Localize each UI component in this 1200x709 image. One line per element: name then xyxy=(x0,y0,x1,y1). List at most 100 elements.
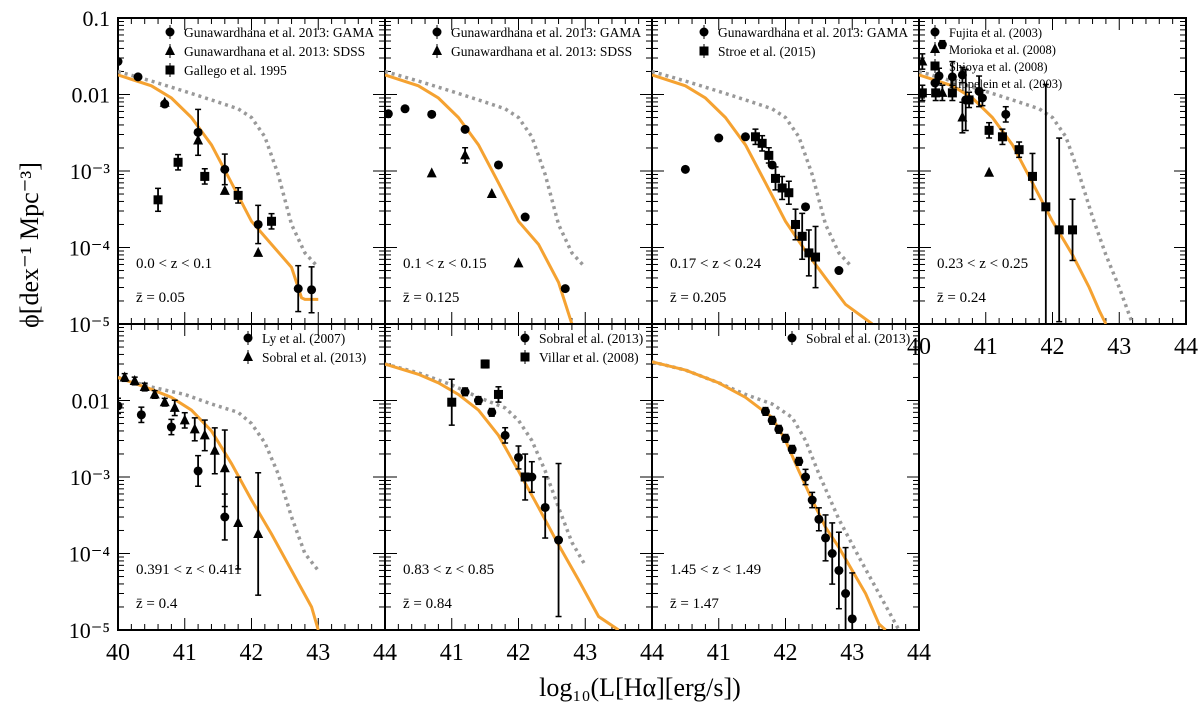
legend-label: Gunawardhana et al. 2013: GAMA xyxy=(718,25,908,40)
data-point-triangle xyxy=(189,423,200,434)
data-point-square xyxy=(267,216,277,226)
data-point-circle xyxy=(977,93,987,103)
x-tick-label: 43 xyxy=(306,640,330,666)
mean-redshift-label: z̄ = 0.125 xyxy=(403,290,459,306)
data-point-square xyxy=(480,359,490,369)
y-tick-label: 10⁻⁵ xyxy=(69,312,110,337)
mean-redshift-label: z̄ = 1.47 xyxy=(670,596,719,612)
panel-plot-area xyxy=(385,359,620,630)
mean-redshift-label: z̄ = 0.4 xyxy=(136,596,178,612)
panel-1: 0.1 0.01 10⁻³ 10⁻⁴ 10⁻⁵ Gunawardhana et al. 2… xyxy=(69,6,386,337)
panels: 0.1 0.01 10⁻³ 10⁻⁴ 10⁻⁵ Gunawardhana et al. 2… xyxy=(69,6,1198,666)
y-axis-label: ϕ[dex⁻¹ Mpc⁻³] xyxy=(15,162,44,328)
data-point-circle xyxy=(794,456,804,466)
data-point-circle xyxy=(781,433,790,443)
y-tick-label: 10⁻³ xyxy=(70,159,111,184)
data-point-circle xyxy=(774,424,784,434)
panel-plot-area xyxy=(919,39,1135,324)
x-tick-label: 41 xyxy=(173,640,197,666)
data-point-triangle xyxy=(209,444,220,455)
data-point-square xyxy=(784,188,794,198)
mean-redshift-label: z̄ = 0.24 xyxy=(937,290,986,306)
model-line xyxy=(919,73,1108,324)
data-point-circle xyxy=(136,410,146,420)
redshift-range-label: 0.17 < z < 0.24 xyxy=(670,256,762,272)
redshift-range-label: 0.0 < z < 0.1 xyxy=(136,256,212,272)
mean-redshift-label: z̄ = 0.05 xyxy=(136,290,185,306)
x-tick-label: 42 xyxy=(240,640,264,666)
data-point-circle xyxy=(133,72,143,82)
legend: Ly et al. (2007) Sobral et al. (2013) xyxy=(243,331,366,365)
legend: Sobral et al. (2013) Villar et al. (2008) xyxy=(520,331,643,365)
data-point-triangle xyxy=(179,414,190,425)
data-point-triangle xyxy=(139,381,150,392)
data-point-triangle xyxy=(460,149,471,160)
data-point-circle xyxy=(740,132,750,142)
data-point-circle xyxy=(937,40,947,50)
legend-label: Gallego et al. 1995 xyxy=(184,63,287,78)
data-point-square xyxy=(764,150,774,160)
data-point-triangle xyxy=(219,184,230,195)
panel-plot-area xyxy=(118,371,320,630)
x-tick-label: 43 xyxy=(573,640,597,666)
panel-plot-area xyxy=(652,69,874,324)
data-point-circle xyxy=(680,164,690,174)
panel-frame xyxy=(384,17,653,325)
data-point-square xyxy=(770,173,780,183)
data-point-square xyxy=(804,248,814,258)
alt-model-line xyxy=(385,362,587,567)
data-point-circle xyxy=(493,160,503,170)
legend-label: Sobral et al. (2013) xyxy=(539,331,643,346)
mean-redshift-label: z̄ = 0.84 xyxy=(403,596,452,612)
data-point-circle xyxy=(220,512,230,522)
data-point-square xyxy=(520,472,530,482)
y-tick-label: 10⁻⁴ xyxy=(69,542,111,567)
model-line xyxy=(385,362,620,630)
data-point-circle xyxy=(193,466,203,476)
data-point-triangle xyxy=(919,55,928,66)
data-point-square xyxy=(750,132,760,142)
data-point-circle xyxy=(540,502,550,512)
panel-2: Gunawardhana et al. 2013: GAMA Gunawardha… xyxy=(384,17,653,325)
data-point-circle xyxy=(293,284,303,294)
data-point-circle xyxy=(767,415,777,425)
data-point-triangle xyxy=(426,167,437,178)
data-point-square xyxy=(493,389,503,399)
legend-label: Gunawardhana et al. 2013: GAMA xyxy=(451,25,641,40)
data-point-circle xyxy=(847,614,857,624)
data-point-circle xyxy=(166,422,176,432)
legend-label: Shioya et al. (2008) xyxy=(949,60,1048,74)
x-tick-label: 42 xyxy=(1041,334,1065,360)
x-tick-label: 43 xyxy=(840,640,864,666)
data-point-circle xyxy=(821,533,831,543)
data-point-triangle xyxy=(159,96,170,107)
data-point-circle xyxy=(307,285,317,295)
legend: Gunawardhana et al. 2013: GAMA Gunawardha… xyxy=(165,25,374,78)
x-tick-label: 41 xyxy=(440,640,464,666)
data-point-triangle xyxy=(486,188,497,199)
data-point-triangle xyxy=(159,396,170,407)
x-tick-label: 42 xyxy=(774,640,798,666)
legend: Gunawardhana et al. 2013: GAMA Gunawardha… xyxy=(432,25,641,59)
data-point-triangle xyxy=(984,166,995,177)
data-point-square xyxy=(791,219,801,229)
y-tick-label: 0.1 xyxy=(83,6,111,31)
panel-plot-area xyxy=(385,69,587,324)
data-point-square xyxy=(919,88,927,98)
model-line xyxy=(652,360,887,630)
data-point-triangle xyxy=(119,371,130,382)
legend: Fujita et al. (2003) Morioka et al. (2008… xyxy=(930,25,1062,91)
data-point-triangle xyxy=(253,246,264,257)
data-point-circle xyxy=(841,589,851,599)
data-point-square xyxy=(931,88,941,98)
data-point-circle xyxy=(714,133,724,143)
data-point-square xyxy=(997,132,1007,142)
legend-label: Sobral et al. (2013) xyxy=(262,350,366,365)
data-point-circle xyxy=(827,549,837,558)
data-point-circle xyxy=(400,104,410,114)
alt-model-line xyxy=(919,69,1135,324)
data-point-square xyxy=(1027,171,1037,181)
legend-label: Gunawardhana et al. 2013: SDSS xyxy=(184,44,365,59)
data-point-circle xyxy=(118,57,123,66)
